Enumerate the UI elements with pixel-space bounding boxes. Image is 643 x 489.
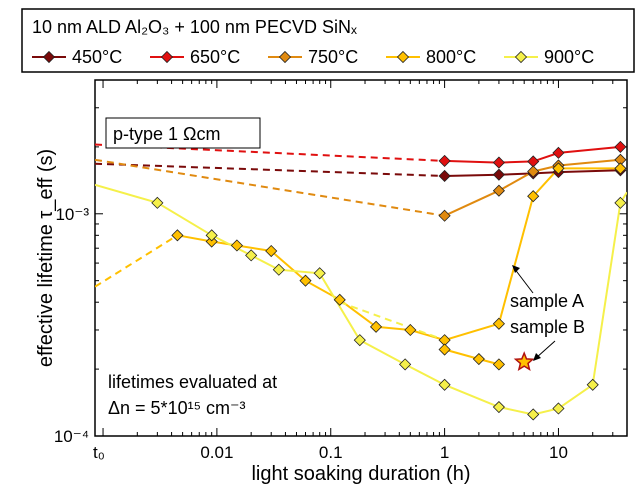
sample-b-arrowhead-icon	[533, 353, 541, 361]
series-3-sample-b-point	[438, 343, 451, 356]
material-box	[105, 117, 261, 149]
series-3-sample-a-point	[230, 239, 244, 252]
series-3-sample-a-point	[552, 162, 565, 175]
legend-label-4: 900°C	[544, 47, 594, 67]
x-tick-label: 10	[549, 443, 568, 462]
series-4-point	[438, 378, 451, 391]
series-4-point	[586, 378, 599, 391]
series-3-sample-a-point	[614, 162, 627, 175]
x-axis-label: light soaking duration (h)	[251, 463, 470, 485]
series-1-point	[552, 146, 565, 159]
x-axis: t₀ 0.01 0.1 1 10	[93, 80, 628, 462]
x-tick-label: 0.1	[319, 443, 343, 462]
legend-label-2: 750°C	[308, 47, 358, 67]
series-4-point	[353, 334, 366, 347]
series-2-point	[438, 209, 451, 222]
eval-condition-label: lifetimes evaluated at	[108, 372, 277, 392]
sample-a-label: sample A	[510, 291, 584, 311]
y-axis-label: effective lifetime τ_eff (s)	[35, 149, 57, 367]
legend-marker-1	[160, 50, 174, 64]
legend-label-1: 650°C	[190, 47, 240, 67]
series-1-point	[438, 154, 451, 167]
x-tick-label: 1	[440, 443, 449, 462]
series-3-sample-a-point	[404, 323, 417, 337]
legend-marker-0	[42, 50, 56, 64]
legend-marker-2	[278, 50, 292, 64]
series-3-dashed-line	[95, 234, 178, 288]
series-3-sample-a-point	[265, 244, 278, 258]
sample-b-label: sample B	[510, 317, 585, 337]
series-4-point	[527, 408, 540, 421]
series-4-point	[151, 196, 164, 209]
series-0-dashed-line	[95, 162, 445, 177]
sample-b-arrow	[535, 340, 556, 359]
series-3-sample-a-point	[369, 320, 383, 333]
series-1-dashed-line	[95, 143, 445, 162]
annotation-material: p-type 1 Ωcm	[105, 117, 261, 149]
x-tick-label: 0.01	[200, 443, 233, 462]
sample-a-arrowhead-icon	[512, 265, 520, 273]
x-tick-label: t₀	[93, 443, 105, 462]
legend: 10 nm ALD Al₂O₃ + 100 nm PECVD SiNₓ 450°…	[21, 8, 635, 73]
plot-frame	[94, 79, 628, 437]
legend-label-0: 450°C	[72, 47, 122, 67]
series-3-sample-a-point	[333, 293, 346, 306]
marker-layer	[151, 140, 627, 421]
legend-marker-4	[514, 50, 528, 64]
series-4-point	[492, 400, 505, 414]
series-4-point	[272, 263, 285, 276]
series-1-point	[614, 140, 627, 153]
series-2-point	[492, 184, 505, 197]
series-1-point	[492, 156, 505, 169]
series-3-sample-a-point	[492, 317, 505, 330]
series-4-point	[245, 249, 258, 262]
sample-a-arrow	[513, 267, 534, 294]
series-4-dashed-line	[339, 301, 445, 342]
series-3-sample-a-line	[177, 167, 621, 342]
legend-box	[21, 8, 635, 73]
series-4-point	[399, 358, 412, 371]
series-3-sample-a-point	[527, 190, 540, 203]
series-0-point	[438, 169, 451, 183]
legend-title: 10 nm ALD Al₂O₃ + 100 nm PECVD SiNₓ	[32, 17, 357, 37]
y-axis: 10⁻⁴ 10⁻³	[54, 79, 627, 446]
legend-entries: 450°C 650°C 750°C 800°C 900°C	[32, 47, 594, 67]
series-2-dashed-line	[95, 158, 445, 217]
series-3-sample-a-point	[171, 229, 184, 242]
legend-label-3: 800°C	[426, 47, 476, 67]
series-1-point	[527, 155, 540, 168]
series-4-point	[614, 196, 627, 209]
sample-b-star-icon	[513, 351, 535, 372]
series-3-sample-b-point	[472, 352, 485, 366]
y-tick-label: 10⁻⁴	[54, 427, 89, 446]
eval-density-label: Δn = 5*10¹⁵ cm⁻³	[108, 398, 246, 418]
material-label: p-type 1 Ωcm	[113, 124, 221, 144]
series-3-sample-b-line	[444, 348, 500, 366]
series-0-point	[492, 168, 505, 181]
series-3-sample-b-point	[492, 358, 505, 371]
legend-marker-3	[396, 50, 410, 64]
series-4-point	[552, 402, 565, 415]
series-4-point	[313, 267, 326, 280]
series-2-point	[527, 165, 540, 178]
series-4-point	[205, 229, 218, 242]
y-tick-label: 10⁻³	[55, 205, 89, 224]
series-3-sample-a-point	[299, 274, 312, 287]
series-3-sample-a-point	[205, 235, 218, 248]
